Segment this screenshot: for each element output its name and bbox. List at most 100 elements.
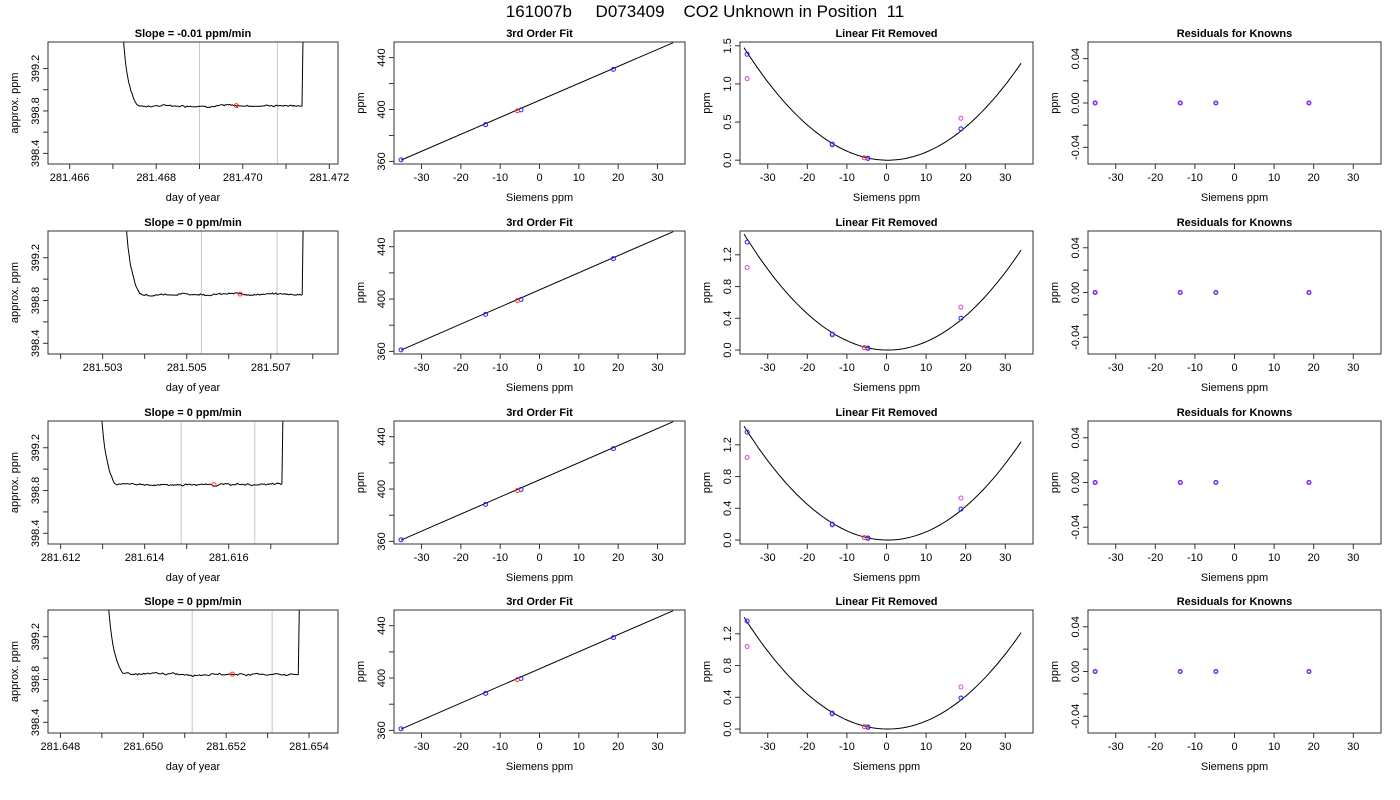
- x-tick-label: 10: [573, 552, 585, 564]
- y-tick-label: -0.04: [1070, 135, 1082, 160]
- x-tick-label: -30: [414, 172, 430, 184]
- x-tick-label: 20: [612, 552, 624, 564]
- y-tick-label: 0.0: [722, 153, 734, 168]
- y-tick-label: 399.2: [30, 55, 42, 83]
- residual-curve: [743, 616, 1022, 730]
- plot-frame: [1087, 420, 1382, 545]
- x-tick-label: -30: [1108, 172, 1124, 184]
- plot-frame: [393, 609, 686, 734]
- x-tick-label: 10: [1268, 741, 1280, 753]
- x-tick-label: -20: [1147, 362, 1163, 374]
- y-tick-label: -0.04: [1070, 325, 1082, 350]
- unknown-marker: [211, 482, 217, 488]
- plot-frame: [47, 420, 339, 545]
- plot-frame: [47, 41, 339, 165]
- y-tick-label: 0.04: [1070, 237, 1082, 258]
- known-point: [744, 429, 750, 435]
- y-axis-label: approx. ppm: [9, 641, 21, 702]
- panel-title: Residuals for Knowns: [1177, 407, 1293, 419]
- panel-trace-row2: Slope = 0 ppm/min 281.503 281.505 281.507 39…: [9, 217, 339, 394]
- panel-title: Slope = -0.01 ppm/min: [135, 28, 252, 40]
- residual-point-alt: [1093, 290, 1097, 295]
- x-tick-label: 10: [573, 172, 585, 184]
- panel-title: Linear Fit Removed: [835, 28, 937, 40]
- fit-line: [400, 421, 674, 541]
- x-tick-label: 10: [920, 172, 932, 184]
- y-tick-label: 398.8: [30, 477, 42, 505]
- residual-point: [1213, 669, 1219, 674]
- panel-title: Slope = 0 ppm/min: [144, 217, 242, 229]
- unknown-marker: [229, 671, 235, 677]
- x-tick-label: 0: [536, 552, 542, 564]
- trace-line: [108, 610, 300, 678]
- x-tick-label: 0: [883, 741, 889, 753]
- x-tick-label: 20: [960, 741, 972, 753]
- known-point: [829, 710, 835, 716]
- y-tick-label: 0.4: [722, 690, 734, 705]
- y-tick-label: 0.0: [722, 532, 734, 547]
- panel-title: 3rd Order Fit: [506, 217, 573, 229]
- x-tick-label: -10: [839, 741, 855, 753]
- known-point: [483, 690, 489, 696]
- x-tick-label: 10: [920, 362, 932, 374]
- residual-curve: [743, 233, 1022, 351]
- panel-resid-row3: Residuals for Knowns -30 -20 -10 0 10 20 30 -0.0…: [1049, 407, 1382, 584]
- x-tick-label: 0: [1231, 552, 1237, 564]
- residual-point-alt: [1093, 101, 1097, 105]
- panel-fit-row3: 3rd Order Fit -30 -20 -10 0 10 20 30 360 400 440 Si…: [355, 407, 686, 584]
- x-tick-label: 20: [1308, 741, 1320, 753]
- known-point: [610, 66, 616, 72]
- y-tick-label: 360: [376, 532, 388, 550]
- x-axis-label: day of year: [166, 761, 221, 773]
- trace-line: [123, 42, 304, 109]
- x-tick-label: -30: [760, 172, 776, 184]
- panel-resid-row4: Residuals for Knowns -30 -20 -10 0 10 20 30 -0.0…: [1049, 596, 1382, 773]
- panel-resid-row2: Residuals for Knowns -30 -20 -10 0 10 20 30 -0.0…: [1049, 217, 1382, 394]
- x-axis-label: Siemens ppm: [853, 572, 920, 584]
- panel-linfit-row3: Linear Fit Removed -30 -20 -10 0 10 20 30 0.0 0.4…: [701, 407, 1034, 584]
- x-tick-label: -20: [799, 172, 815, 184]
- x-tick-label: -10: [492, 172, 508, 184]
- y-axis-label: ppm: [355, 282, 367, 303]
- x-tick-label: -10: [492, 741, 508, 753]
- plot-frame: [739, 609, 1034, 734]
- y-tick-label: 440: [376, 48, 388, 66]
- y-tick-label: 0.4: [722, 311, 734, 326]
- y-tick-label: 0.04: [1070, 427, 1082, 448]
- y-tick-label: 0.00: [1070, 92, 1082, 113]
- y-tick-label: -0.04: [1070, 515, 1082, 540]
- x-tick-label: 281.616: [209, 552, 249, 564]
- plot-frame: [393, 41, 686, 165]
- x-tick-label: 20: [960, 172, 972, 184]
- x-tick-label: -10: [1187, 552, 1203, 564]
- y-tick-label: 398.4: [30, 140, 42, 168]
- alt-point: [958, 304, 964, 310]
- residual-point: [1306, 669, 1312, 674]
- x-tick-label: -20: [453, 552, 469, 564]
- y-axis-label: ppm: [1049, 92, 1061, 113]
- residual-point-alt: [1307, 669, 1311, 674]
- unknown-marker: [237, 291, 243, 297]
- y-tick-label: 1.2: [722, 437, 734, 452]
- x-axis-label: Siemens ppm: [853, 382, 920, 394]
- alt-point: [744, 455, 750, 461]
- x-tick-label: -20: [453, 172, 469, 184]
- x-tick-label: 10: [1268, 552, 1280, 564]
- y-axis-label: ppm: [1049, 472, 1061, 493]
- y-tick-label: 398.4: [30, 520, 42, 548]
- residual-point: [1177, 669, 1183, 674]
- unknown-point: [514, 676, 520, 682]
- residual-point: [1092, 480, 1098, 485]
- x-tick-label: -30: [1108, 741, 1124, 753]
- y-tick-label: 0.8: [722, 469, 734, 484]
- y-tick-label: 0.0: [722, 342, 734, 357]
- unknown-point: [861, 155, 867, 161]
- plot-frame: [393, 420, 686, 545]
- x-tick-label: 30: [999, 172, 1011, 184]
- residual-point: [1306, 100, 1312, 106]
- panel-title: Linear Fit Removed: [835, 407, 937, 419]
- x-tick-label: -30: [760, 552, 776, 564]
- y-tick-label: 1.2: [722, 626, 734, 641]
- plot-frame: [1087, 230, 1382, 355]
- residual-point: [1306, 290, 1312, 295]
